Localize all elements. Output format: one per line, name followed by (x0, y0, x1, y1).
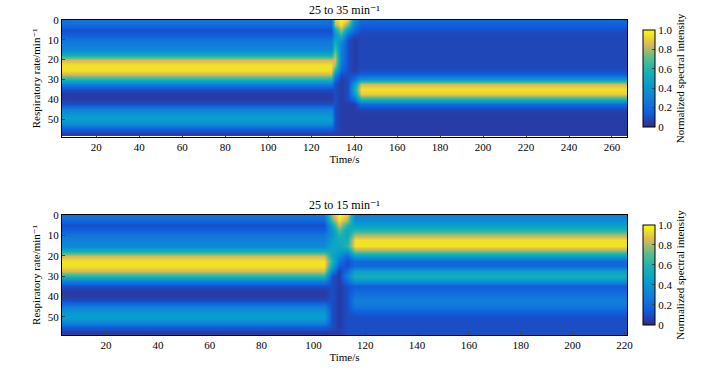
svg-text:60: 60 (204, 339, 216, 351)
svg-text:10: 10 (48, 229, 60, 241)
svg-text:20: 20 (48, 250, 60, 262)
svg-text:80: 80 (256, 339, 268, 351)
svg-text:40: 40 (152, 339, 164, 351)
svg-text:30: 30 (48, 73, 60, 85)
svg-text:25 to 15 min⁻¹: 25 to 15 min⁻¹ (309, 198, 380, 212)
svg-text:10: 10 (48, 34, 60, 46)
svg-text:0.4: 0.4 (658, 82, 672, 94)
svg-text:Time/s: Time/s (329, 351, 359, 363)
svg-text:20: 20 (101, 339, 113, 351)
svg-text:0: 0 (53, 209, 59, 221)
svg-text:240: 240 (561, 141, 578, 153)
svg-text:0: 0 (53, 14, 59, 26)
svg-text:140: 140 (346, 141, 363, 153)
svg-text:120: 120 (303, 141, 320, 153)
svg-text:40: 40 (48, 290, 60, 302)
svg-text:25 to 35 min⁻¹: 25 to 35 min⁻¹ (309, 3, 380, 17)
svg-text:20: 20 (48, 53, 60, 65)
svg-text:220: 220 (518, 141, 535, 153)
svg-text:0.8: 0.8 (658, 239, 672, 251)
svg-text:50: 50 (48, 113, 60, 125)
svg-text:60: 60 (177, 141, 189, 153)
svg-text:1.0: 1.0 (658, 219, 672, 231)
svg-text:Normalized spectral intensity: Normalized spectral intensity (674, 13, 686, 143)
svg-text:220: 220 (616, 339, 633, 351)
svg-text:30: 30 (48, 270, 60, 282)
svg-text:200: 200 (564, 339, 581, 351)
svg-text:Time/s: Time/s (329, 153, 359, 165)
svg-text:80: 80 (220, 141, 232, 153)
svg-text:160: 160 (461, 339, 478, 351)
svg-text:180: 180 (512, 339, 529, 351)
svg-text:160: 160 (389, 141, 406, 153)
svg-text:100: 100 (260, 141, 277, 153)
svg-text:0.8: 0.8 (658, 43, 672, 55)
svg-text:Respiratory rate/min⁻¹: Respiratory rate/min⁻¹ (30, 225, 42, 325)
svg-text:40: 40 (134, 141, 146, 153)
svg-text:20: 20 (91, 141, 103, 153)
svg-text:140: 140 (409, 339, 426, 351)
svg-text:Normalized spectral intensity: Normalized spectral intensity (674, 210, 686, 340)
svg-text:Respiratory rate/min⁻¹: Respiratory rate/min⁻¹ (30, 29, 42, 129)
svg-text:0.6: 0.6 (658, 259, 672, 271)
svg-text:50: 50 (48, 311, 60, 323)
svg-text:100: 100 (305, 339, 322, 351)
svg-text:200: 200 (475, 141, 492, 153)
svg-text:180: 180 (432, 141, 449, 153)
svg-text:120: 120 (357, 339, 374, 351)
svg-text:0: 0 (658, 121, 664, 133)
svg-text:260: 260 (604, 141, 621, 153)
svg-text:0: 0 (658, 319, 664, 331)
svg-text:0.2: 0.2 (658, 101, 672, 113)
svg-text:0.2: 0.2 (658, 299, 672, 311)
svg-text:0.6: 0.6 (658, 63, 672, 75)
svg-text:1.0: 1.0 (658, 24, 672, 36)
svg-text:40: 40 (48, 93, 60, 105)
svg-text:0.4: 0.4 (658, 279, 672, 291)
